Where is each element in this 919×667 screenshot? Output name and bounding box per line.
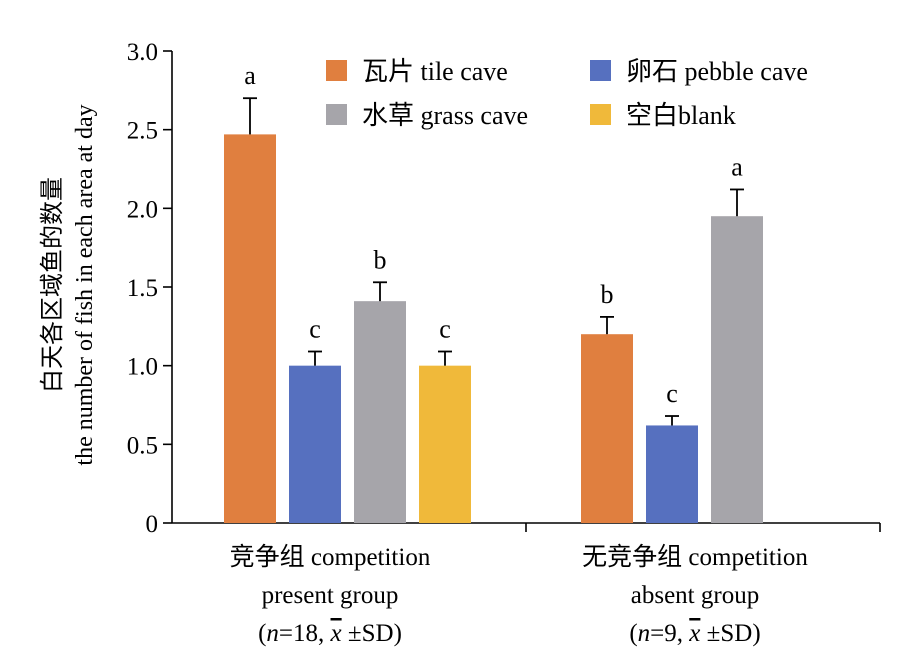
legend-label-pebble: 卵石 pebble cave	[626, 57, 808, 86]
y-axis-title: 白天各区域鱼的数量 the number of fish in each are…	[39, 104, 98, 465]
legend-swatch-pebble	[590, 60, 611, 81]
y-tick-label: 2.0	[127, 196, 158, 223]
bar-tile-group2	[581, 334, 633, 523]
legend-swatch-blank	[590, 104, 611, 125]
y-axis-title-en: the number of fish in each area at day	[72, 104, 98, 465]
mean-symbol: x	[688, 620, 700, 647]
bar-grass-group2	[711, 216, 763, 523]
legend-label-grass: 水草 grass cave	[362, 101, 528, 130]
sample-size-text: =18,	[279, 620, 331, 647]
y-tick-label: 2.5	[127, 118, 158, 145]
sample-size-text: n	[266, 620, 279, 647]
group-label-line2: present group	[262, 582, 399, 609]
group-label-line1: 无竞争组 competition	[582, 543, 808, 571]
bar-pebble-group1	[289, 365, 341, 523]
significance-letter: a	[244, 61, 256, 90]
group-label-line2: absent group	[631, 582, 759, 609]
group-sample-size: (n=18, x ±SD)	[258, 620, 402, 647]
sample-size-text: ±SD)	[700, 620, 760, 647]
y-tick-label: 0	[146, 511, 159, 538]
significance-letter: b	[374, 245, 387, 274]
legend-label-tile: 瓦片 tile cave	[362, 57, 508, 86]
sample-size-text: (	[258, 620, 266, 647]
y-tick-label: 1.0	[127, 354, 158, 381]
significance-letter: c	[439, 315, 451, 344]
sample-size-text: n	[638, 620, 651, 647]
bar-grass-group1	[354, 301, 406, 523]
y-tick-label: 3.0	[127, 39, 158, 66]
y-axis-title-cn: 白天各区域鱼的数量	[39, 177, 66, 393]
legend-swatch-tile	[326, 60, 347, 81]
sample-size-text: (	[629, 620, 637, 647]
sample-size-text: ±SD)	[342, 620, 402, 647]
group-sample-size: (n=9, x ±SD)	[629, 620, 760, 647]
y-tick-label: 1.5	[127, 275, 158, 302]
bar-tile-group1	[224, 134, 276, 524]
axes: 0 0.5 1.0 1.5 2.0 2.5 3.0	[127, 39, 881, 538]
significance-letter: c	[309, 315, 321, 344]
y-tick-label: 0.5	[127, 432, 158, 459]
group-label-line1: 竞争组 competition	[230, 543, 431, 571]
significance-letter: a	[731, 152, 743, 181]
sample-size-text: =9,	[650, 620, 689, 647]
legend-label-blank: 空白blank	[626, 101, 736, 130]
significance-letter: c	[666, 379, 678, 408]
legend: 瓦片 tile cave 卵石 pebble cave 水草 grass cave 空…	[326, 57, 808, 130]
legend-swatch-grass	[326, 104, 347, 125]
mean-symbol: x	[330, 620, 342, 647]
significance-letter: b	[601, 280, 614, 309]
bar-blank-group1	[419, 365, 471, 523]
bar-pebble-group2	[646, 425, 698, 523]
bars: a c b c b c a	[224, 61, 763, 524]
